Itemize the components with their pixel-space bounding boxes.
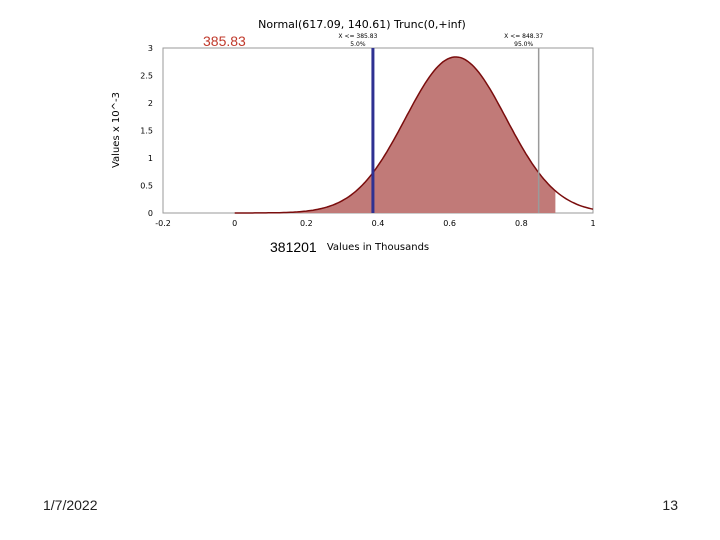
density-curve (234, 56, 594, 214)
marker-sublabel-left: 5.0% (350, 41, 366, 48)
slide-date: 1/7/2022 (43, 497, 98, 513)
y-tick-label: 2 (148, 99, 153, 108)
y-tick-label: 0 (148, 209, 153, 218)
x-tick-label: 0.4 (372, 219, 385, 228)
x-tick-label: 0.6 (443, 219, 456, 228)
y-axis-title: Values x 10^-3 (111, 92, 122, 168)
slide-number: 13 (662, 497, 678, 513)
x-axis: -0.2 0 0.2 0.4 0.6 0.8 1 (155, 219, 595, 228)
marker-sublabel-right: 95.0% (514, 41, 533, 48)
y-tick-label: 2.5 (140, 72, 153, 81)
x-tick-label: 0 (232, 219, 237, 228)
x-tick-label: -0.2 (155, 219, 171, 228)
y-tick-label: 1.5 (140, 127, 153, 136)
y-tick-label: 1 (148, 154, 153, 163)
y-tick-label: 0.5 (140, 182, 153, 191)
density-area (234, 57, 556, 213)
x-tick-label: 0.2 (300, 219, 313, 228)
x-axis-title: Values in Thousands (327, 242, 429, 253)
sample-count-label: 381201 (270, 239, 317, 255)
marker-label-left: X <= 385.83 (338, 33, 377, 40)
chart-title: Normal(617.09, 140.61) Trunc(0,+inf) (258, 18, 466, 31)
x-tick-label: 0.8 (515, 219, 528, 228)
y-axis: 0 0.5 1 1.5 2 2.5 3 (140, 44, 153, 218)
x-tick-label: 1 (590, 219, 595, 228)
y-tick-label: 3 (148, 44, 153, 53)
marker-label-right: X <= 848.37 (504, 33, 543, 40)
selected-value-label: 385.83 (203, 33, 246, 49)
